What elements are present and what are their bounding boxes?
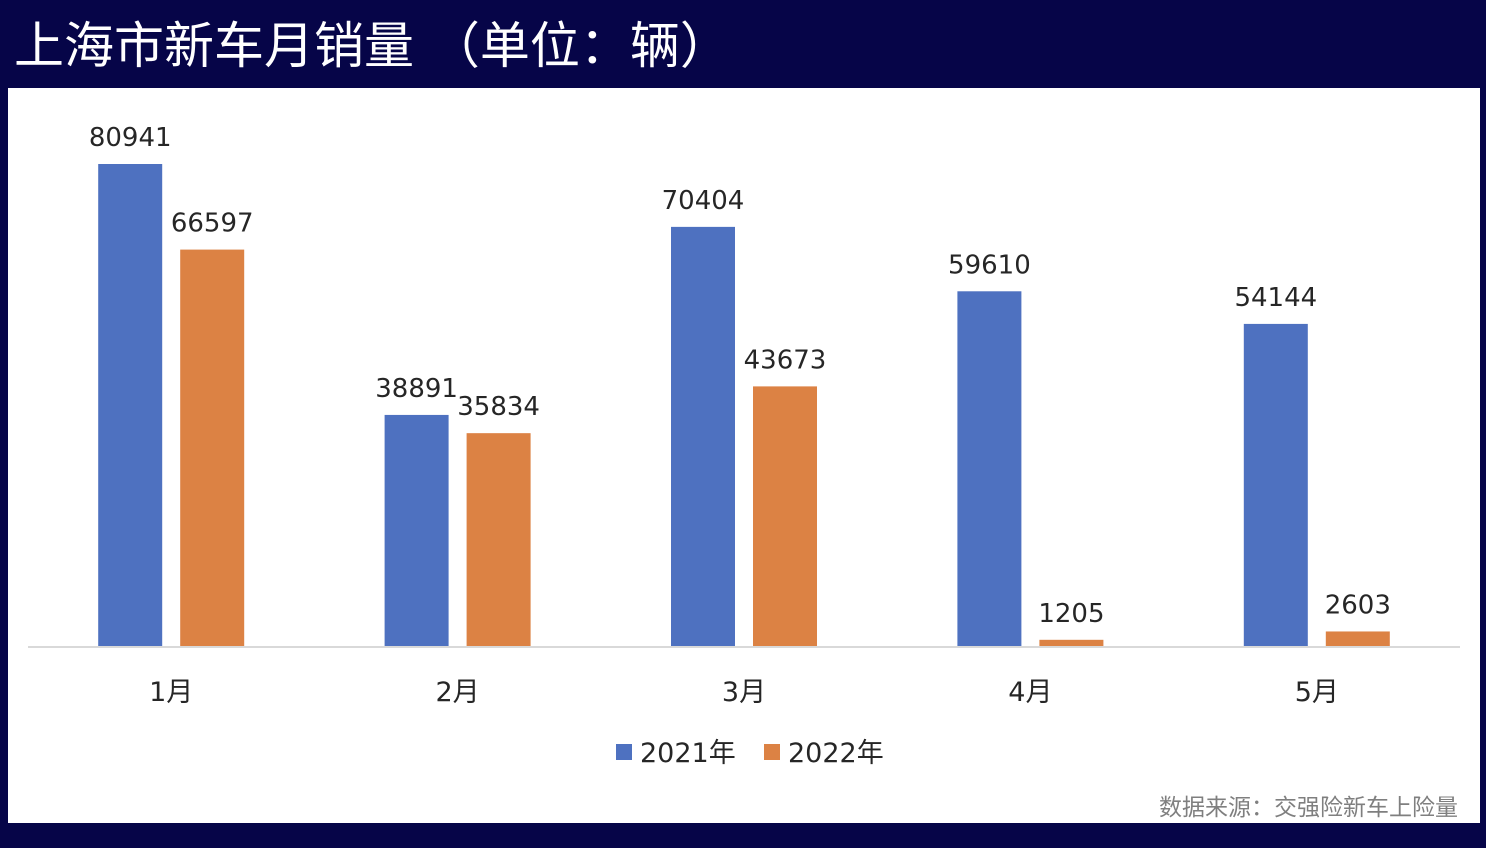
legend-swatch — [616, 744, 632, 760]
data-label: 59610 — [948, 250, 1031, 280]
bar-series1-1 — [98, 164, 163, 647]
x-tick-label: 5月 — [1295, 677, 1339, 708]
bar-series2-2 — [466, 433, 531, 647]
data-label: 54144 — [1234, 283, 1317, 313]
bar-series1-3 — [671, 226, 735, 647]
bar-series2-5 — [1325, 631, 1390, 647]
bar-series1-4 — [957, 291, 1022, 647]
bar-series2-4 — [1039, 639, 1104, 647]
data-label: 70404 — [662, 186, 745, 216]
data-label: 38891 — [375, 374, 458, 404]
x-tick-label: 3月 — [722, 677, 766, 708]
bar-series1-2 — [384, 414, 449, 647]
data-label: 80941 — [89, 123, 172, 153]
bar-series1-5 — [1243, 323, 1308, 647]
legend-label: 2021年 — [640, 738, 736, 769]
x-tick-label: 2月 — [436, 677, 480, 708]
x-tick-label: 1月 — [149, 677, 193, 708]
data-label: 35834 — [457, 392, 540, 422]
legend-swatch — [764, 744, 780, 760]
bar-series2-1 — [180, 249, 245, 647]
page-title: 上海市新车月销量 （单位：辆） — [14, 17, 730, 75]
chart-panel: 80941 66597 1月 38891 35834 2月 70404 43673 3月 5961… — [8, 88, 1480, 823]
bar-series2-3 — [753, 386, 817, 647]
x-tick-label: 4月 — [1008, 677, 1052, 708]
data-label: 43673 — [744, 345, 827, 375]
data-label: 1205 — [1038, 599, 1104, 629]
data-source-note: 数据来源：交强险新车上险量 — [1159, 795, 1458, 821]
legend-label: 2022年 — [788, 738, 884, 769]
data-label: 66597 — [171, 209, 254, 239]
data-label: 2603 — [1325, 590, 1391, 620]
